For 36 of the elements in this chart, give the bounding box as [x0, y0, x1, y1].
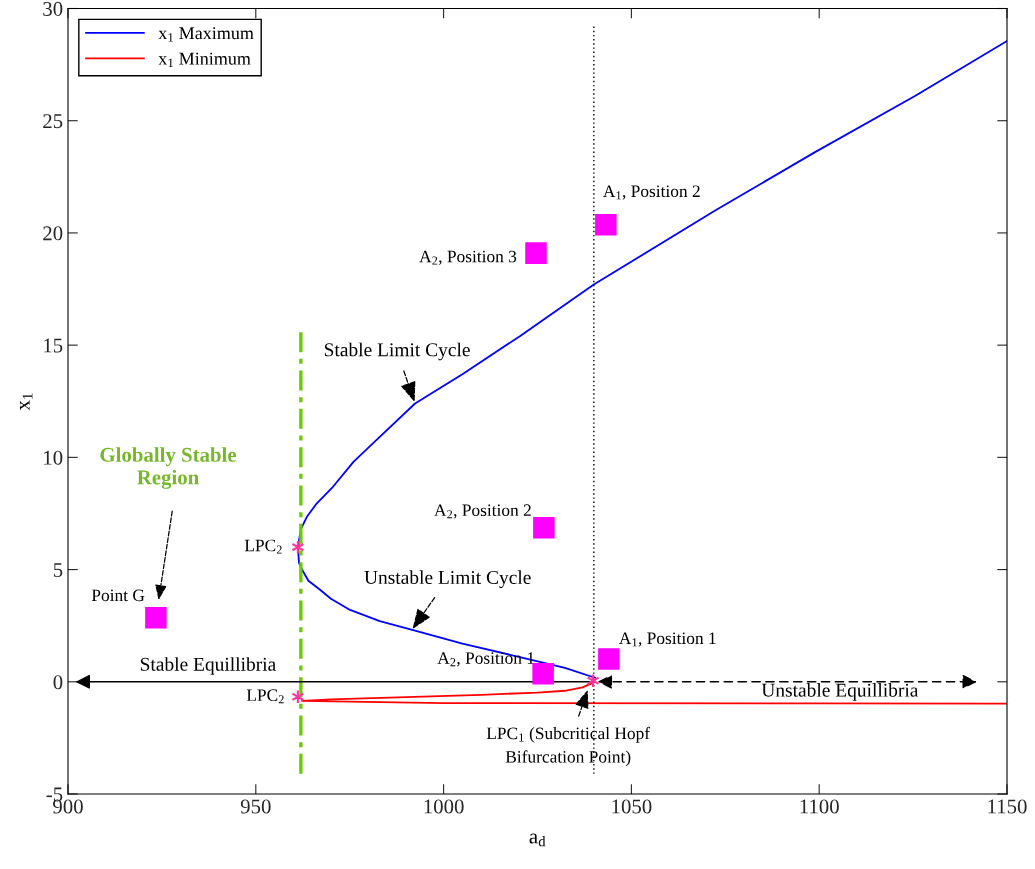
- point: [533, 517, 555, 539]
- y-tick-label: 15: [44, 338, 63, 353]
- legend-label: x$_{1}$ Maximum: [158, 27, 254, 42]
- y-tick-label: 30: [43, 1, 63, 16]
- annotation: Point G: [91, 589, 145, 602]
- annotation: Unstable Equillibria: [761, 683, 919, 701]
- point: [145, 607, 167, 629]
- annotation: LPC$_{2}$: [246, 689, 284, 704]
- y-axis-title: x$_{1}$: [19, 393, 33, 411]
- annotation: LPC$_{2}$: [244, 539, 282, 554]
- annotation: A$_{2}$, Position 3: [419, 250, 517, 265]
- x-tick-label: 1150: [988, 799, 1027, 814]
- x-tick-label: 1050: [612, 799, 652, 814]
- annotation: Stable Equillibria: [140, 657, 276, 675]
- annotation: LPC$_{1}$ (Subcritical Hopf Bifurcation Point): [486, 726, 651, 767]
- annotation: Unstable Limit Cycle: [364, 570, 531, 589]
- y-tick-label: 5: [53, 563, 63, 577]
- point: [595, 214, 617, 236]
- annotation: Stable Limit Cycle: [324, 342, 470, 361]
- x-tick-label: 1000: [424, 799, 464, 814]
- point: [532, 662, 554, 685]
- annotation: A$_{2}$, Position 2: [434, 504, 531, 519]
- x-axis-title: a$_{d}$: [529, 833, 546, 847]
- x-tick-label: 1100: [800, 799, 839, 814]
- annotation: Globally Stable Region: [100, 447, 237, 489]
- annotation: A$_{1}$, Position 1: [619, 632, 716, 647]
- y-tick-label: 25: [43, 114, 63, 129]
- y-tick-label: 10: [44, 450, 63, 465]
- x-tick-label: 950: [240, 799, 271, 814]
- point: [525, 242, 547, 264]
- annotation: A$_{2}$, Position 1: [437, 652, 534, 667]
- y-tick-label: 20: [43, 226, 63, 241]
- point: [598, 648, 620, 670]
- legend-label: x$_{1}$ Minimum: [158, 52, 251, 68]
- annotation: A$_{1}$, Position 2: [603, 185, 700, 200]
- y-tick-label: 0: [53, 675, 63, 690]
